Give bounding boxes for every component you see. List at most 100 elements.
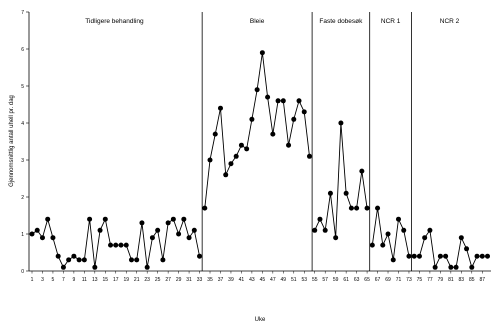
y-tick-label: 4 [21,121,24,127]
data-point [312,227,318,233]
phase-label: Tidligere behandling [85,18,144,25]
data-point [139,220,145,226]
y-tick-label: 0 [21,269,24,275]
y-axis-label: Gjennomsnittlig antall uhell pr. dag [9,95,15,187]
x-axis-label: Uke [255,317,266,323]
data-point [406,253,412,259]
data-point [92,264,98,270]
data-point [207,157,213,163]
data-point [212,131,218,137]
data-point [375,205,381,211]
data-point [364,205,370,211]
data-point [380,242,386,248]
x-tick-label: 1 [31,277,34,283]
data-point [55,253,61,259]
data-point [217,105,223,111]
x-tick-label: 35 [207,277,213,283]
x-tick-label: 9 [72,277,75,283]
x-tick-label: 55 [312,277,318,283]
data-point [333,235,339,241]
data-point [118,242,124,248]
data-point [443,253,449,259]
data-point [474,253,480,259]
x-tick-label: 23 [144,277,150,283]
data-point [45,216,51,222]
y-tick-label: 1 [21,232,24,238]
data-point [97,227,103,233]
phase-label: NCR 1 [381,18,401,25]
data-point [291,116,297,122]
x-tick-label: 63 [354,277,360,283]
data-point [369,242,375,248]
x-tick-label: 73 [406,277,412,283]
data-point [280,98,286,104]
data-point [485,253,490,259]
series-line [314,122,368,238]
data-point [259,50,265,56]
x-tick-label: 69 [385,277,391,283]
data-point [50,235,56,241]
phase-label: Bleie [250,18,265,25]
x-tick-label: 29 [176,277,182,283]
data-point [458,235,464,241]
x-tick-label: 19 [123,277,129,283]
x-tick-label: 7 [62,277,65,283]
data-point [134,257,140,263]
data-point [479,253,485,259]
data-point [128,257,134,263]
data-point [191,227,197,233]
data-point [233,153,239,159]
data-point [113,242,119,248]
data-point [66,257,72,263]
x-tick-label: 77 [427,277,433,283]
x-tick-label: 75 [417,277,423,283]
x-tick-label: 3 [41,277,44,283]
y-axis-ticks: 0 1 2 3 4 5 6 7 [21,10,29,275]
data-point [448,264,454,270]
data-point [306,153,312,159]
data-point [390,257,396,263]
x-tick-label: 31 [186,277,192,283]
x-tick-label: 33 [197,277,203,283]
x-tick-label: 67 [375,277,381,283]
plot-frame [28,12,491,272]
data-point [275,98,281,104]
x-tick-label: 11 [82,277,87,283]
data-point [244,146,250,152]
series-line [371,208,410,260]
data-point [223,172,229,178]
data-point [453,264,459,270]
x-axis-ticks: 1 3 5 7 9 11 13 15 17 19 21 23 25 27 29 31 33 35 37 39 41 43 4… [31,271,485,283]
data-point [286,142,292,148]
data-point [176,231,182,237]
data-point [160,257,166,263]
x-tick-label: 85 [469,277,475,283]
data-point [81,257,87,263]
x-tick-label: 53 [301,277,307,283]
data-point [359,168,365,174]
data-point [270,131,276,137]
x-tick-label: 65 [364,277,370,283]
x-tick-label: 17 [113,277,119,283]
data-point [34,227,40,233]
data-point [464,246,470,252]
data-point [437,253,443,259]
data-point [102,216,108,222]
x-tick-label: 59 [333,277,339,283]
x-tick-label: 41 [239,277,245,283]
x-tick-label: 39 [228,277,234,283]
x-tick-label: 79 [438,277,444,283]
data-point [144,264,150,270]
data-point [228,161,234,167]
y-tick-label: 7 [21,10,24,16]
data-point [265,94,271,100]
data-point [401,227,407,233]
x-tick-label: 5 [52,277,55,283]
data-point [249,116,255,122]
x-tick-label: 13 [92,277,98,283]
data-point [155,227,161,233]
data-point [238,142,244,148]
phase-label: NCR 2 [440,18,460,25]
data-point [254,87,260,93]
